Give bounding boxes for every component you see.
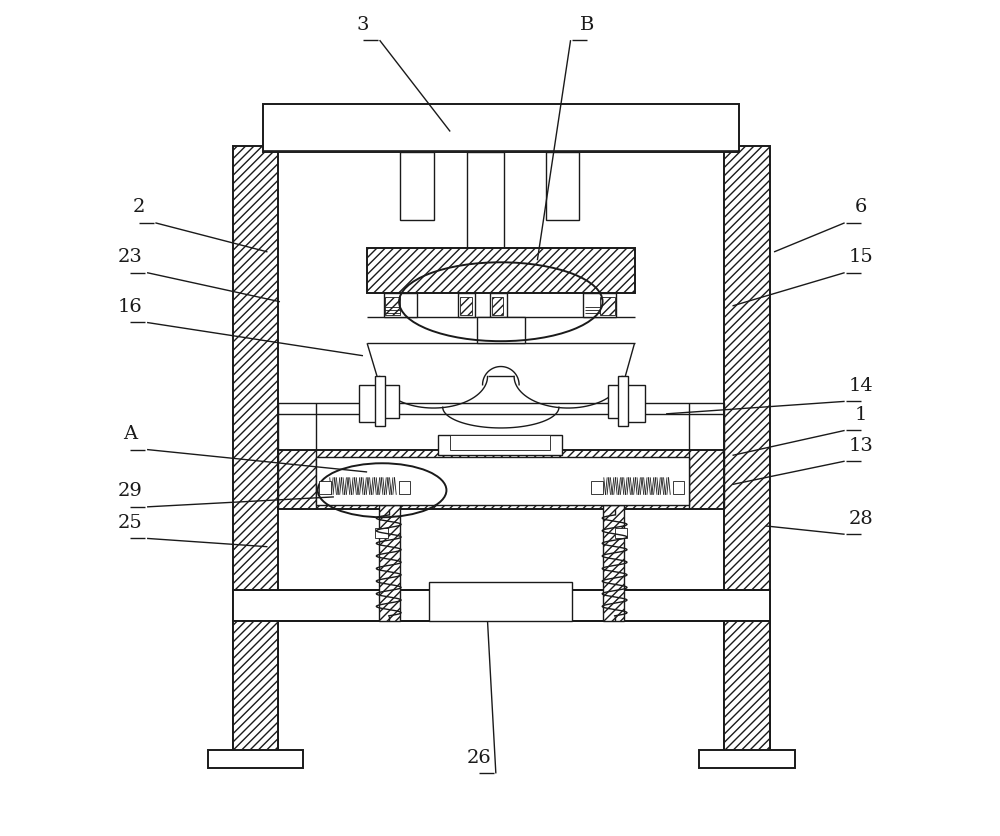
Text: 2: 2 <box>133 198 145 217</box>
Text: 6: 6 <box>855 198 867 217</box>
Text: B: B <box>580 16 594 33</box>
Bar <box>625 385 645 422</box>
Text: 15: 15 <box>849 248 874 266</box>
Bar <box>233 621 278 752</box>
Bar <box>460 297 472 315</box>
Bar <box>591 481 603 494</box>
Bar <box>385 297 400 315</box>
Bar <box>458 293 475 317</box>
Bar <box>583 293 616 317</box>
Bar <box>375 376 385 426</box>
Bar <box>429 582 572 621</box>
Bar <box>438 435 562 456</box>
Bar <box>359 385 380 422</box>
Bar <box>477 317 525 344</box>
Bar <box>278 450 724 509</box>
Bar <box>233 145 278 752</box>
Bar <box>367 247 635 293</box>
Bar <box>724 145 770 752</box>
Bar <box>233 590 770 621</box>
Bar <box>319 481 331 494</box>
Text: 25: 25 <box>118 514 143 532</box>
Bar <box>600 297 615 315</box>
Text: A: A <box>123 425 138 443</box>
Bar <box>316 457 689 505</box>
Text: 16: 16 <box>118 298 143 316</box>
Bar <box>608 385 623 418</box>
Text: 28: 28 <box>849 510 874 528</box>
Bar <box>699 750 795 768</box>
Bar <box>384 385 399 418</box>
Text: 23: 23 <box>118 248 143 266</box>
Bar <box>375 528 388 538</box>
Bar <box>603 505 624 621</box>
Text: 14: 14 <box>849 377 874 395</box>
Text: 1: 1 <box>855 405 867 424</box>
Bar <box>673 481 684 494</box>
Bar <box>615 528 627 538</box>
Bar <box>384 293 417 317</box>
Text: 26: 26 <box>467 749 492 767</box>
Bar <box>263 104 739 152</box>
Bar <box>490 293 507 317</box>
Bar <box>467 152 504 252</box>
Bar <box>618 376 628 426</box>
Bar <box>208 750 303 768</box>
Bar <box>379 505 400 621</box>
Text: 29: 29 <box>118 482 143 500</box>
Bar <box>450 435 550 450</box>
Text: 13: 13 <box>849 436 874 455</box>
Bar <box>492 297 503 315</box>
Bar <box>546 152 579 221</box>
Bar <box>400 152 434 221</box>
Text: 3: 3 <box>357 16 369 33</box>
Bar <box>399 481 410 494</box>
Bar <box>724 621 770 752</box>
